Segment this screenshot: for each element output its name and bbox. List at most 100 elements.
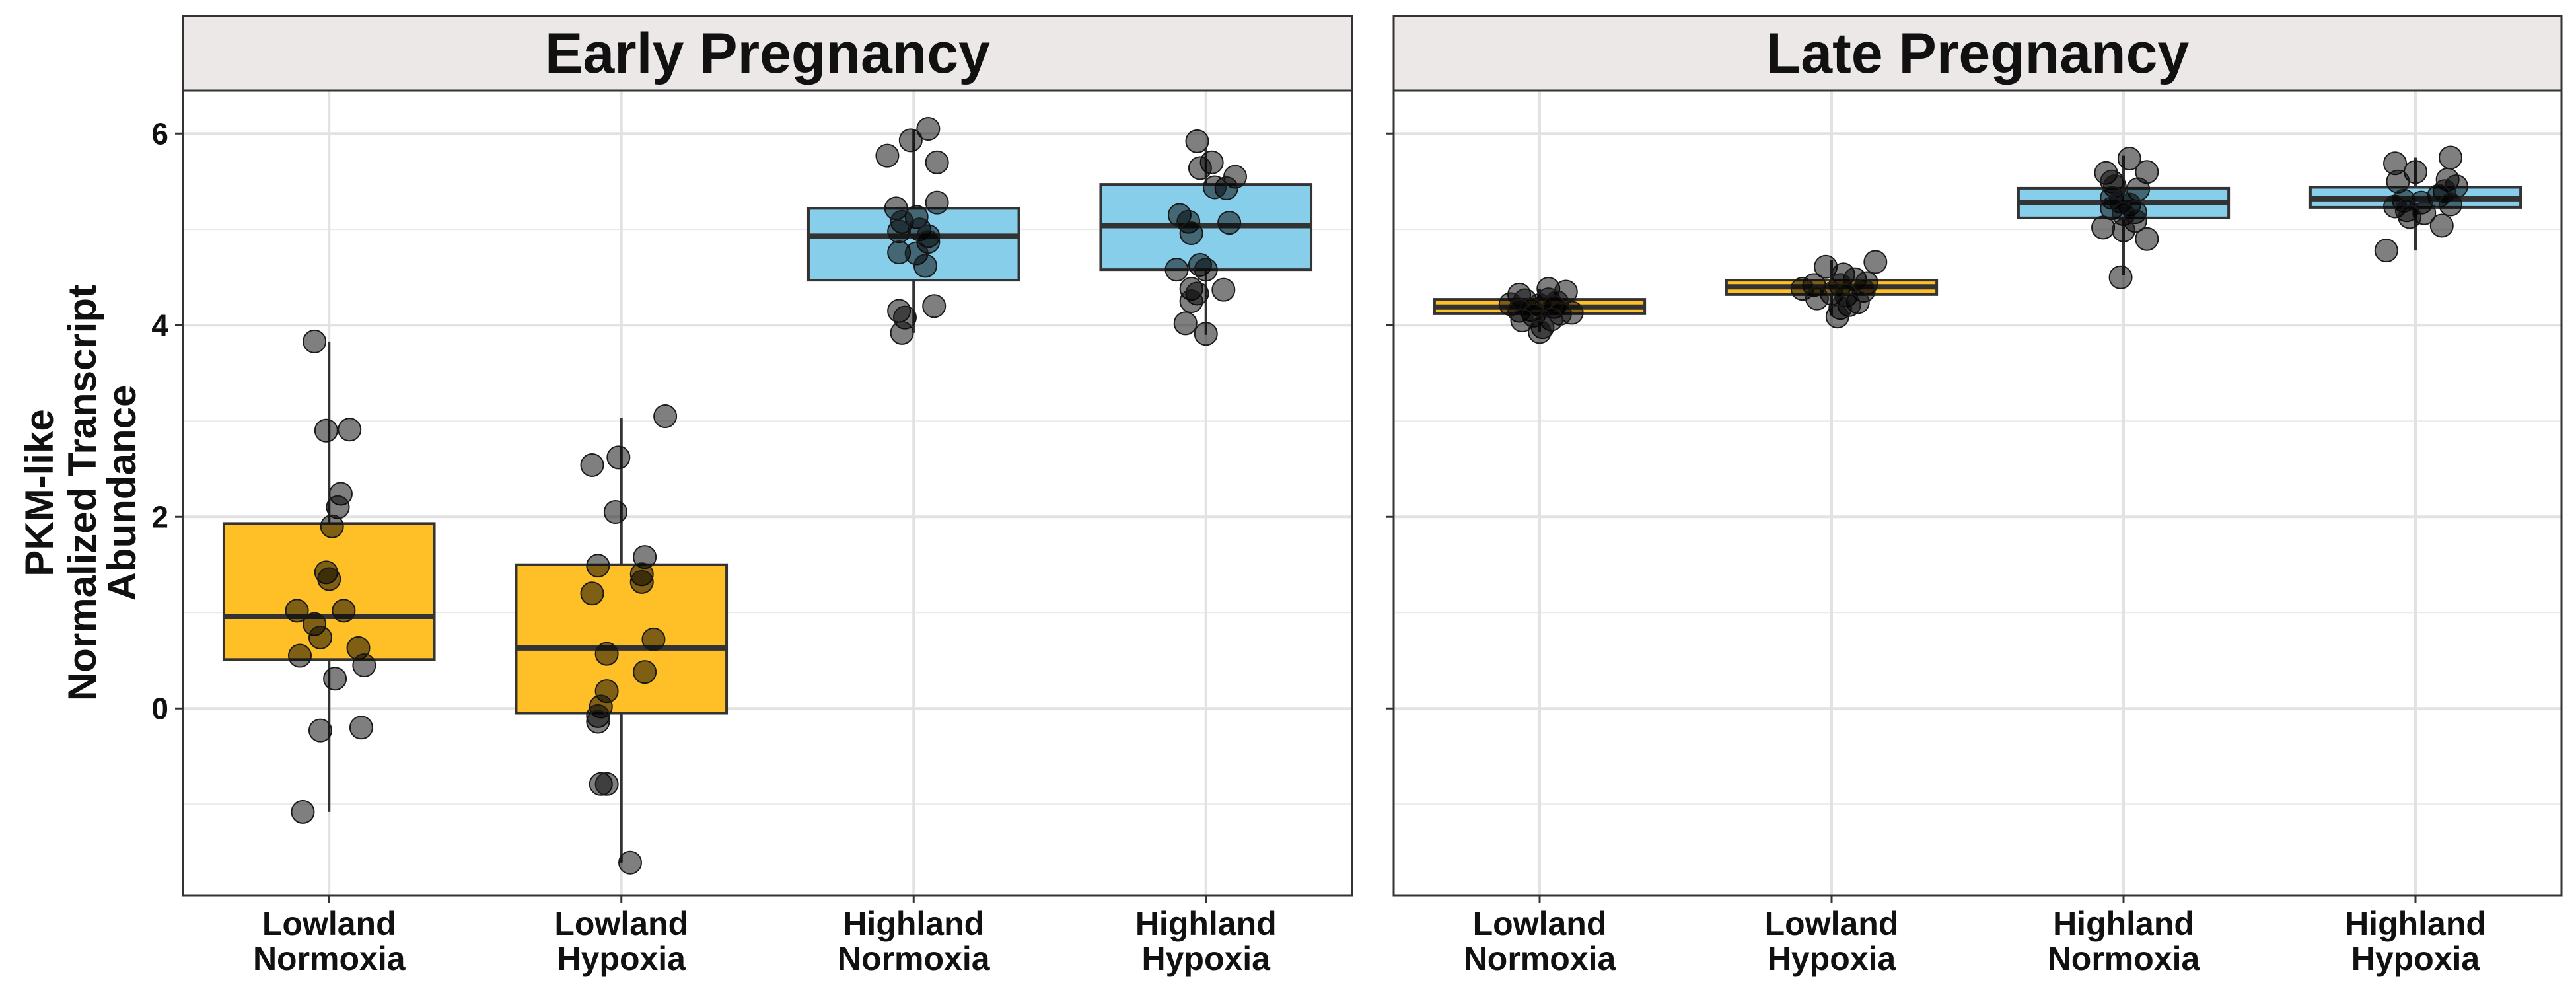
x-tick-label: Normoxia xyxy=(2048,940,2201,977)
data-point xyxy=(580,453,604,477)
data-point xyxy=(922,294,947,318)
data-point xyxy=(1194,258,1218,282)
data-point xyxy=(1179,289,1203,313)
data-point xyxy=(913,254,937,278)
x-tick-label: Hypoxia xyxy=(1141,940,1271,977)
box-group xyxy=(1725,250,1939,329)
data-point xyxy=(1528,320,1552,344)
data-point xyxy=(291,799,315,824)
data-point xyxy=(2135,227,2159,251)
data-point xyxy=(898,128,923,153)
data-point xyxy=(320,514,344,538)
data-point xyxy=(1173,311,1198,336)
y-axis-label-line: Abundance xyxy=(100,385,144,601)
data-point xyxy=(580,581,604,606)
x-tick-label: Lowland xyxy=(262,905,396,942)
x-tick-label: Normoxia xyxy=(838,940,991,977)
y-tick-label: 6 xyxy=(151,116,168,151)
data-point xyxy=(594,772,619,796)
data-point xyxy=(314,418,338,443)
panel-background xyxy=(1394,91,2561,895)
box-group xyxy=(1433,277,1647,344)
x-tick-label: Normoxia xyxy=(1464,940,1617,977)
data-point xyxy=(653,404,678,428)
box xyxy=(222,522,436,661)
box-group xyxy=(222,329,436,824)
data-point xyxy=(1164,258,1189,282)
x-tick-label: Lowland xyxy=(554,905,688,942)
data-point xyxy=(1188,156,1212,180)
box-group xyxy=(806,117,1020,345)
data-point xyxy=(317,567,341,591)
x-tick-label: Highland xyxy=(843,905,984,942)
x-tick-label: Highland xyxy=(1135,905,1277,942)
y-tick-label: 4 xyxy=(151,308,168,342)
data-point xyxy=(875,143,900,168)
x-tick-label: Normoxia xyxy=(253,940,406,977)
data-point xyxy=(618,850,643,875)
data-point xyxy=(586,710,610,734)
y-axis-label-line: PKM-like xyxy=(17,409,61,576)
data-point xyxy=(1203,175,1227,200)
data-point xyxy=(338,418,362,442)
x-tick-label: Highland xyxy=(2053,905,2194,942)
box-group xyxy=(2017,146,2231,289)
data-point xyxy=(303,329,327,353)
data-point xyxy=(2439,192,2463,217)
data-point xyxy=(1805,286,1829,311)
facet-strip xyxy=(182,15,1353,92)
data-point xyxy=(308,625,332,649)
box xyxy=(515,563,729,715)
y-tick-label: 0 xyxy=(151,691,168,725)
data-point xyxy=(887,219,912,244)
facet-strip xyxy=(1392,15,2563,92)
x-tick-label: Lowland xyxy=(1765,905,1899,942)
data-point xyxy=(890,320,914,345)
facet-strip-title: Early Pregnancy xyxy=(545,22,990,85)
data-point xyxy=(2112,218,2135,242)
data-point xyxy=(288,643,312,668)
data-point xyxy=(308,718,332,743)
data-point xyxy=(1217,211,1242,235)
data-point xyxy=(1179,221,1203,246)
data-point xyxy=(2398,205,2422,229)
facet-panel-1: Early PregnancyLowlandNormoxiaLowlandHyp… xyxy=(151,15,1353,977)
data-point xyxy=(352,653,376,677)
data-point xyxy=(641,627,666,651)
data-point xyxy=(332,599,356,623)
facet-panel-2: Late PregnancyLowlandNormoxiaLowlandHypo… xyxy=(1386,15,2563,977)
data-point xyxy=(1185,129,1209,153)
data-point xyxy=(603,500,627,524)
data-point xyxy=(1211,277,1236,302)
box-group xyxy=(1099,129,1313,346)
y-tick-label: 2 xyxy=(151,499,168,534)
data-point xyxy=(2091,215,2116,240)
data-point xyxy=(606,445,631,470)
x-tick-label: Lowland xyxy=(1473,905,1607,942)
data-point xyxy=(2374,239,2398,263)
data-point xyxy=(323,667,347,691)
box-group xyxy=(515,404,729,875)
data-point xyxy=(349,716,373,740)
data-point xyxy=(1825,305,1849,329)
data-point xyxy=(2429,213,2454,238)
data-point xyxy=(629,569,654,594)
x-tick-label: Highland xyxy=(2345,905,2486,942)
data-point xyxy=(925,150,949,174)
data-point xyxy=(586,554,610,578)
data-point xyxy=(2117,146,2141,170)
facet-strip-title: Late Pregnancy xyxy=(1766,22,2190,85)
box-group xyxy=(2308,145,2522,263)
data-point xyxy=(594,642,619,666)
y-axis-label-line: Normalized Transcript xyxy=(60,285,104,701)
data-point xyxy=(916,117,941,141)
x-tick-label: Hypoxia xyxy=(2351,940,2481,977)
x-tick-label: Hypoxia xyxy=(557,940,686,977)
x-tick-label: Hypoxia xyxy=(1768,940,1897,977)
data-point xyxy=(285,599,309,623)
data-point xyxy=(2108,265,2133,289)
data-point xyxy=(2439,145,2463,170)
data-point xyxy=(1194,322,1218,346)
